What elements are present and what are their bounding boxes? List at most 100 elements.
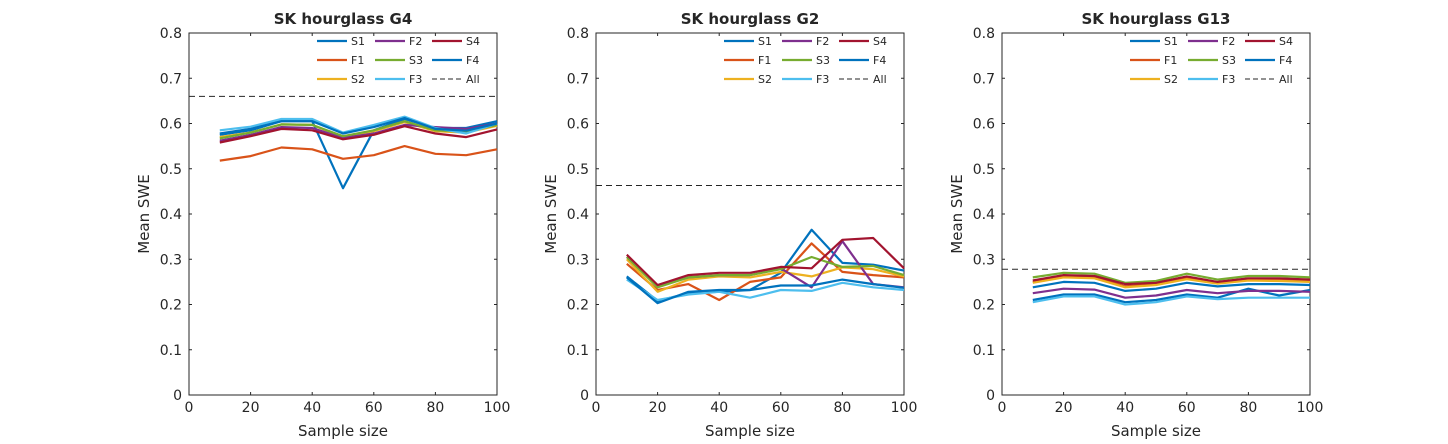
y-tick-label: 0.8 (973, 26, 995, 42)
y-tick-label: 0.3 (160, 252, 182, 268)
legend-label-s1: S1 (1164, 35, 1178, 48)
legend-label-s4: S4 (466, 35, 480, 48)
series-line-f1 (219, 145, 498, 162)
x-tick-label: 0 (998, 400, 1007, 416)
series-line-s3 (1032, 271, 1311, 284)
y-tick-label: 0.8 (160, 26, 182, 42)
y-tick-label: 0 (986, 388, 995, 404)
x-tick-label: 60 (365, 400, 383, 416)
x-tick-label: 40 (1116, 400, 1134, 416)
chart-title: SK hourglass G13 (1082, 10, 1231, 28)
y-tick-label: 0.6 (567, 117, 589, 133)
y-tick-label: 0.5 (567, 162, 589, 178)
series-line-s3 (626, 255, 905, 289)
y-tick-label: 0.2 (160, 298, 182, 314)
series-line-s2 (626, 258, 905, 293)
chart-panel-1: 0 20 40 60 80 100 0 0.1 0.2 0.3 0.4 0.5 0.6 0.7 0.8 SK … (135, 10, 510, 440)
y-tick-label: 0 (173, 388, 182, 404)
legend: S1 F1 S2 F2 S3 F3 S4 F4 All (724, 35, 887, 86)
y-tick-label: 0.7 (567, 71, 589, 87)
x-tick-label: 60 (772, 400, 790, 416)
x-tick-label: 60 (1178, 400, 1196, 416)
series-line-s4 (626, 236, 905, 287)
legend-label-s3: S3 (816, 54, 830, 67)
series-line-f4 (219, 116, 498, 135)
legend-label-f2: F2 (816, 35, 829, 48)
legend-label-f3: F3 (1222, 73, 1235, 86)
y-tick-label: 0.4 (567, 207, 589, 223)
x-tick-label: 100 (484, 400, 511, 416)
y-tick-label: 0.7 (160, 71, 182, 87)
legend-label-s1: S1 (351, 35, 365, 48)
y-tick-label: 0.8 (567, 26, 589, 42)
y-tick-label: 0 (580, 388, 589, 404)
y-tick-label: 0.7 (973, 71, 995, 87)
x-tick-label: 20 (1055, 400, 1073, 416)
legend-label-s2: S2 (1164, 73, 1178, 86)
legend-label-f4: F4 (466, 54, 479, 67)
x-tick-label: 0 (185, 400, 194, 416)
legend: S1 F1 S2 F2 S3 F3 S4 F4 All (317, 35, 480, 86)
x-tick-label: 40 (710, 400, 728, 416)
series-line-f2 (219, 122, 498, 142)
y-tick-label: 0.4 (160, 207, 182, 223)
x-axis-label: Sample size (1111, 422, 1201, 440)
series-line-s4 (219, 125, 498, 144)
y-tick-label: 0.2 (973, 298, 995, 314)
legend-label-s4: S4 (1279, 35, 1293, 48)
legend-label-f2: F2 (409, 35, 422, 48)
y-tick-label: 0.1 (160, 343, 182, 359)
y-tick-label: 0.1 (567, 343, 589, 359)
chart-panel-2: 0 20 40 60 80 100 0 0.1 0.2 0.3 0.4 0.5 0.6 0.7 0.8 SK … (542, 10, 917, 440)
legend-label-f1: F1 (1164, 54, 1177, 67)
plot-area (595, 32, 905, 396)
series-line-f4 (626, 276, 905, 305)
x-tick-label: 80 (833, 400, 851, 416)
series-line-f2 (1032, 287, 1311, 299)
legend-label-s1: S1 (758, 35, 772, 48)
series-line-s2 (1032, 276, 1311, 289)
y-tick-label: 0.3 (567, 252, 589, 268)
legend-label-f4: F4 (873, 54, 886, 67)
y-axis-label: Mean SWE (948, 174, 966, 253)
legend-label-f1: F1 (351, 54, 364, 67)
y-axis-label: Mean SWE (542, 174, 560, 253)
series-line-s1 (1032, 287, 1311, 304)
legend: S1 F1 S2 F2 S3 F3 S4 F4 All (1130, 35, 1293, 86)
legend-label-s2: S2 (351, 73, 365, 86)
series-line-f1 (626, 242, 905, 302)
y-tick-label: 0.5 (160, 162, 182, 178)
x-tick-label: 80 (1239, 400, 1257, 416)
chart-title: SK hourglass G4 (274, 10, 413, 28)
series-line-f3 (1032, 295, 1310, 306)
x-tick-label: 100 (891, 400, 918, 416)
legend-label-f3: F3 (816, 73, 829, 86)
legend-label-s2: S2 (758, 73, 772, 86)
chart-panel-3: 0 20 40 60 80 100 0 0.1 0.2 0.3 0.4 0.5 0.6 0.7 0.8 SK … (948, 10, 1323, 440)
legend-label-f1: F1 (758, 54, 771, 67)
y-tick-label: 0.1 (973, 343, 995, 359)
x-axis-label: Sample size (298, 422, 388, 440)
y-tick-label: 0.5 (973, 162, 995, 178)
plot-area (188, 32, 498, 396)
legend-label-s4: S4 (873, 35, 887, 48)
x-tick-label: 40 (303, 400, 321, 416)
y-tick-label: 0.6 (160, 117, 182, 133)
y-tick-label: 0.2 (567, 298, 589, 314)
x-tick-label: 80 (426, 400, 444, 416)
chart-title: SK hourglass G2 (681, 10, 820, 28)
x-tick-label: 20 (242, 400, 260, 416)
legend-label-s3: S3 (409, 54, 423, 67)
x-tick-label: 100 (1297, 400, 1324, 416)
series-line-f4 (1032, 280, 1311, 292)
x-tick-label: 20 (649, 400, 667, 416)
x-axis-label: Sample size (705, 422, 795, 440)
x-tick-label: 0 (592, 400, 601, 416)
y-tick-label: 0.6 (973, 117, 995, 133)
y-tick-label: 0.4 (973, 207, 995, 223)
legend-label-all: All (1279, 73, 1293, 86)
y-axis-label: Mean SWE (135, 174, 153, 253)
legend-label-all: All (873, 73, 887, 86)
plot-area (1001, 32, 1311, 396)
